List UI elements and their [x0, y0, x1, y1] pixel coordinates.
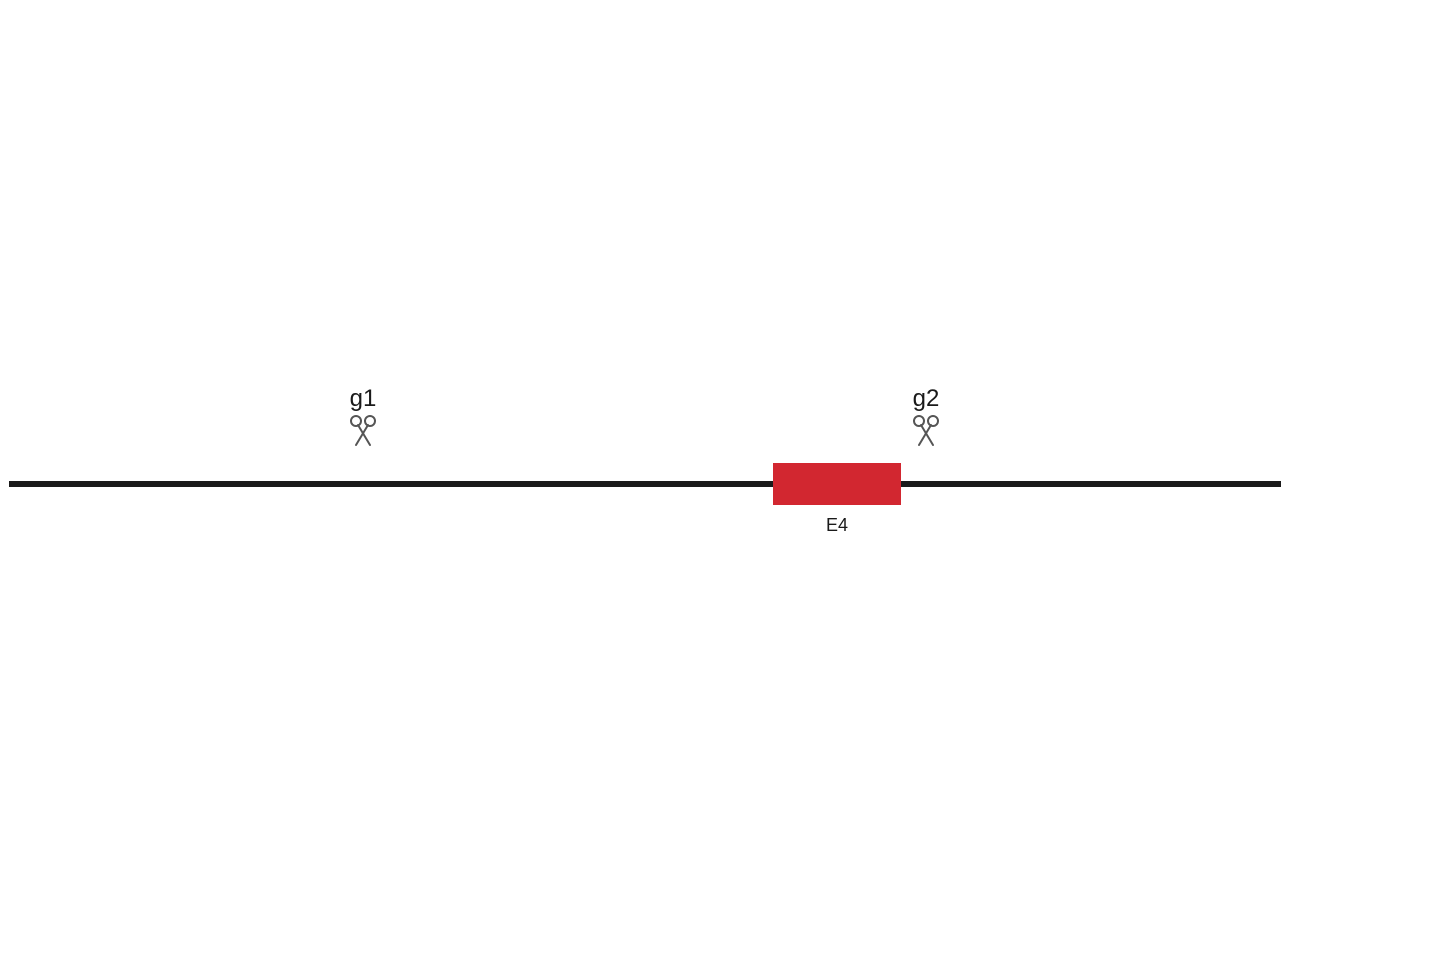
gene-diagram: E4 g1 g2	[0, 0, 1440, 960]
scissors-icon	[348, 415, 378, 447]
cut-site-label-g1: g1	[343, 385, 383, 413]
exon-label: E4	[817, 515, 857, 536]
gene-backbone-line	[9, 481, 1281, 487]
exon-box	[773, 463, 901, 505]
scissors-icon	[911, 415, 941, 447]
cut-site-label-g2: g2	[906, 385, 946, 413]
